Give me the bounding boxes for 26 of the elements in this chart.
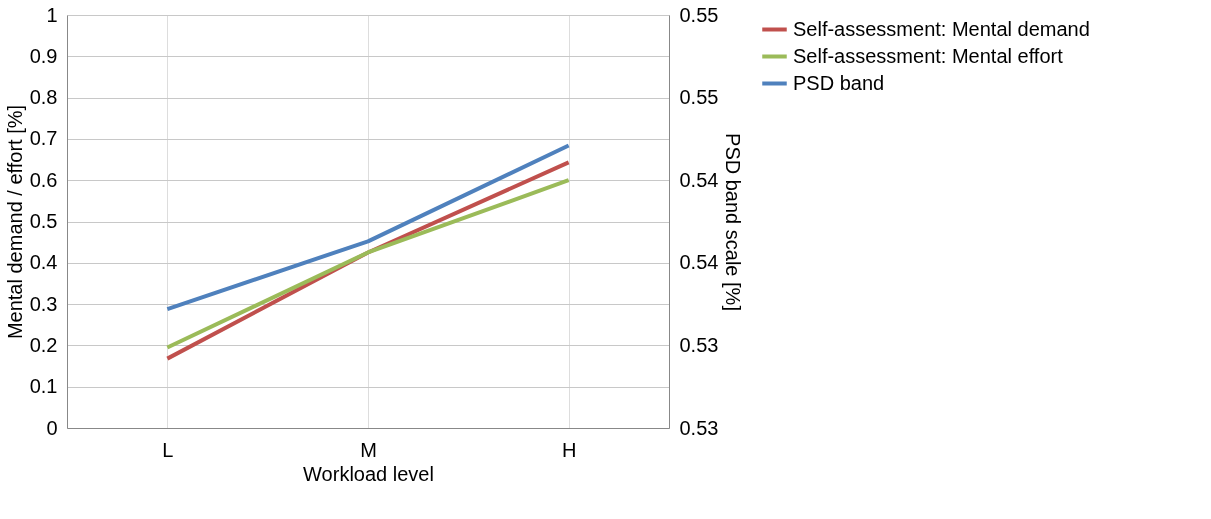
- y2-tick-label: 0.53: [679, 416, 719, 439]
- y-tick-label: 0: [46, 416, 58, 439]
- x-tick-label: H: [561, 438, 577, 461]
- y-tick-label: 0.7: [29, 127, 58, 150]
- y-tick-label: 0.3: [29, 292, 58, 315]
- y-tick-label: 0.8: [29, 86, 58, 109]
- y-tick-label: 0.9: [29, 44, 58, 67]
- y-tick-label: 0.2: [29, 333, 58, 356]
- y-tick-label: 0.5: [29, 210, 58, 232]
- y2-tick-label: 0.55: [679, 3, 719, 26]
- y-tick-label: 1: [46, 3, 58, 26]
- y2-axis-title: PSD band scale [%]: [722, 133, 745, 311]
- y-axis-title: Mental demand / effort [%]: [3, 104, 26, 340]
- y-tick-label: 0.6: [29, 168, 58, 191]
- y-tick-label: 0.4: [29, 251, 58, 274]
- legend-label: Self-assessment: Mental demand: [793, 17, 1090, 40]
- y2-tick-label: 0.55: [679, 86, 719, 109]
- legend-label: Self-assessment: Mental effort: [793, 44, 1064, 67]
- x-tick-label: L: [162, 438, 174, 461]
- y2-tick-label: 0.53: [679, 333, 719, 356]
- legend-label: PSD band: [793, 71, 885, 94]
- y2-tick-label: 0.54: [679, 168, 719, 191]
- y-tick-label: 0.1: [29, 375, 58, 398]
- y2-tick-label: 0.54: [679, 251, 719, 274]
- x-axis-title: Workload level: [303, 462, 434, 485]
- x-tick-label: M: [360, 438, 377, 461]
